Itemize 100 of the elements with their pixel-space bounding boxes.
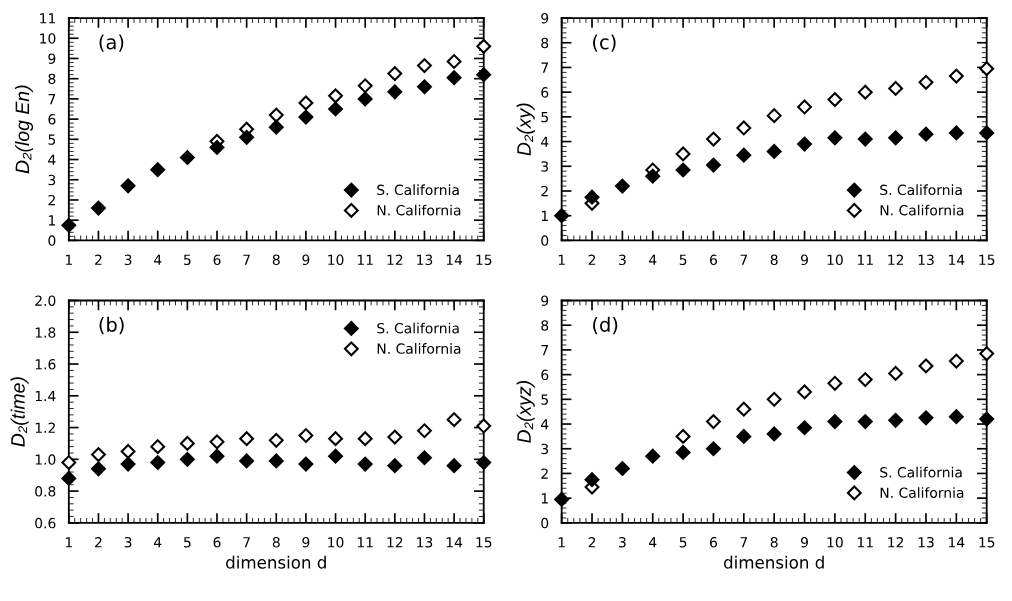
x-tick-label: 6 (213, 254, 221, 266)
x-tick-label: 11 (357, 537, 373, 548)
y-tick-label: 0.8 (35, 486, 56, 497)
x-tick-label: 10 (827, 254, 843, 266)
x-tick-label: 12 (888, 537, 904, 548)
x-tick-label: 12 (387, 537, 403, 548)
legend-label: S. California (377, 322, 459, 334)
y-tick-label: 1 (541, 493, 548, 504)
x-tick-label: 5 (679, 537, 687, 548)
annotation: (d) (593, 316, 618, 335)
x-tick-label: 6 (710, 537, 717, 548)
x-tick-label: 9 (801, 254, 808, 266)
y-tick-label: 0 (48, 235, 56, 246)
legend-label: N. California (377, 343, 461, 354)
x-tick-label: 8 (770, 254, 778, 266)
x-tick-label: 3 (124, 537, 132, 548)
x-tick-label: 7 (243, 254, 250, 265)
x-tick-label: 3 (619, 537, 626, 548)
x-tick-label: 8 (770, 537, 778, 548)
y-axis-title: D₂(log En) (14, 85, 34, 174)
x-tick-label: 1 (65, 537, 72, 548)
x-tick-label: 2 (588, 254, 596, 265)
y-tick-label: 2 (541, 185, 548, 197)
x-tick-label: 7 (740, 537, 748, 548)
x-tick-label: 10 (827, 537, 843, 548)
x-axis-title: dimension d (723, 555, 824, 569)
y-tick-label: 2.0 (35, 295, 56, 306)
x-tick-label: 1 (558, 537, 565, 548)
legend-label: N. California (880, 204, 964, 216)
y-tick-label: 1 (49, 215, 56, 226)
y-tick-label: 1.0 (35, 454, 56, 465)
x-tick-label: 7 (243, 537, 250, 548)
y-tick-label: 0 (541, 235, 549, 246)
y-tick-label: 4 (48, 154, 56, 165)
y-tick-label: 0.6 (35, 517, 56, 529)
y-tick-label: 8 (541, 37, 549, 49)
x-tick-label: 14 (446, 537, 463, 548)
legend-label: S. California (880, 466, 962, 478)
y-tick-label: 3 (541, 443, 549, 455)
x-tick-label: 11 (857, 537, 873, 548)
x-tick-label: 6 (710, 254, 717, 266)
y-tick-label: 7 (48, 94, 56, 105)
x-tick-label: 5 (184, 537, 191, 548)
x-tick-label: 13 (417, 254, 433, 266)
x-tick-label: 14 (949, 537, 965, 548)
x-tick-label: 12 (387, 254, 403, 265)
y-tick-label: 4 (541, 136, 549, 147)
y-tick-label: 6 (48, 114, 56, 125)
x-tick-label: 12 (888, 254, 904, 265)
x-tick-label: 6 (213, 537, 221, 548)
x-tick-label: 9 (302, 254, 310, 266)
y-tick-label: 8 (541, 320, 549, 331)
y-tick-label: 6 (541, 369, 549, 381)
y-tick-label: 6 (541, 87, 549, 98)
y-tick-label: 7 (541, 62, 548, 73)
x-tick-label: 4 (153, 537, 162, 548)
x-tick-label: 2 (95, 254, 102, 265)
x-tick-label: 15 (979, 254, 995, 266)
y-tick-label: 0 (541, 517, 549, 529)
x-tick-label: 9 (302, 537, 310, 548)
x-tick-label: 15 (476, 254, 492, 266)
y-tick-label: 7 (541, 345, 548, 356)
legend-label: N. California (880, 487, 964, 498)
legend-label: N. California (377, 204, 461, 216)
y-tick-label: 1.2 (35, 422, 55, 433)
y-tick-label: 10 (40, 33, 56, 44)
y-tick-label: 8 (48, 73, 56, 85)
x-tick-label: 9 (801, 537, 808, 548)
y-axis-title: D₂(xy) (516, 103, 535, 156)
y-tick-label: 2 (541, 468, 548, 479)
x-tick-label: 15 (979, 537, 995, 548)
y-tick-label: 1.4 (35, 390, 56, 402)
y-tick-label: 1.8 (35, 327, 56, 338)
annotation: (c) (593, 34, 616, 52)
x-tick-label: 1 (558, 254, 565, 265)
y-tick-label: 11 (40, 13, 56, 24)
y-tick-label: 5 (48, 134, 56, 145)
x-tick-label: 11 (357, 254, 373, 265)
y-tick-label: 5 (541, 394, 548, 405)
x-axis-title: dimension d (226, 555, 326, 569)
y-axis-title: D₂(xyz) (516, 381, 535, 443)
y-tick-label: 1.6 (35, 359, 56, 370)
x-tick-label: 14 (949, 254, 965, 265)
y-tick-label: 9 (541, 295, 549, 306)
y-tick-label: 4 (541, 419, 549, 430)
y-tick-label: 3 (541, 161, 549, 172)
x-tick-label: 2 (588, 537, 596, 548)
y-tick-label: 5 (541, 112, 548, 123)
y-tick-label: 9 (541, 13, 549, 24)
x-tick-label: 11 (857, 254, 873, 265)
x-tick-label: 10 (328, 254, 344, 266)
y-tick-label: 3 (48, 174, 56, 186)
y-axis-title: D₂(time) (10, 377, 29, 447)
x-tick-label: 5 (184, 254, 191, 266)
x-tick-label: 3 (619, 254, 626, 266)
x-tick-label: 2 (95, 537, 102, 548)
x-tick-label: 10 (328, 537, 344, 548)
x-tick-label: 1 (65, 254, 72, 265)
x-tick-label: 4 (153, 254, 162, 265)
x-tick-label: 3 (124, 254, 132, 266)
